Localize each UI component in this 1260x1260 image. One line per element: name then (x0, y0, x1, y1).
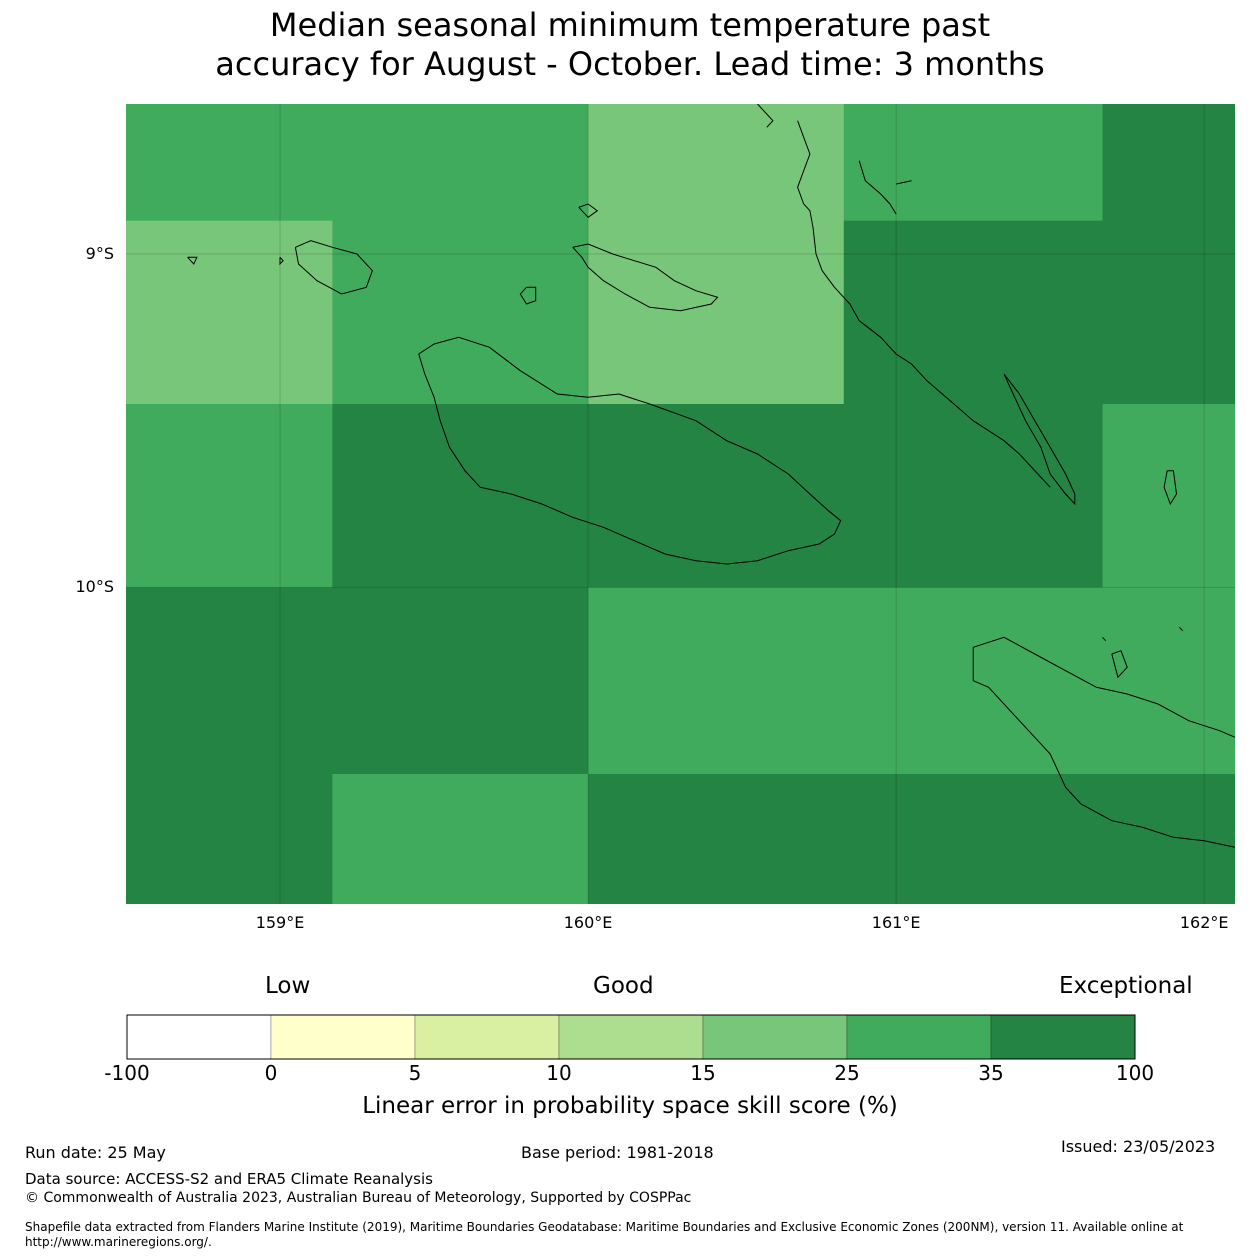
graticule (126, 104, 1235, 904)
latitude-label: 10°S (75, 577, 114, 597)
coastline (973, 680, 1235, 848)
coastline (1111, 650, 1128, 679)
skill-cell (588, 104, 845, 222)
coastline (578, 203, 599, 218)
skill-cell (843, 220, 1235, 405)
colorbar-bin (126, 1014, 272, 1060)
coastline (757, 104, 774, 128)
colorbar-bin (702, 1014, 848, 1060)
skill-cell (588, 587, 1235, 775)
longitude-label: 159°E (255, 913, 305, 932)
colorbar-bin (270, 1014, 416, 1060)
shapefile-credit: Shapefile data extracted from Flanders M… (25, 1220, 1225, 1250)
colorbar-tick-label: 0 (264, 1061, 278, 1085)
skill-cell (843, 104, 1104, 222)
colorbar-bin (414, 1014, 560, 1060)
skill-cell (126, 220, 333, 405)
colorbar-bin (846, 1014, 992, 1060)
skill-cell (588, 220, 845, 405)
skill-cell (126, 774, 333, 904)
copyright: © Commonwealth of Australia 2023, Austra… (25, 1190, 692, 1206)
map-title: Median seasonal minimum temperature past… (0, 6, 1260, 84)
skill-cell (588, 774, 1235, 904)
coastline (418, 336, 842, 565)
longitude-label: 160°E (563, 913, 613, 932)
legend-category-low: Low (265, 973, 311, 999)
colorbar-tick-label: 25 (834, 1061, 860, 1085)
skill-cell (126, 587, 589, 775)
colorbar-tick-label: -100 (104, 1061, 150, 1085)
coastline (858, 160, 897, 215)
skill-cell (126, 104, 589, 222)
skill-cell (332, 774, 589, 904)
title-line-1: Median seasonal minimum temperature past (269, 6, 991, 44)
coastline (572, 243, 719, 312)
coastline (973, 636, 1235, 738)
coastlines (187, 104, 1235, 848)
legend-category-good: Good (593, 973, 654, 999)
coastline (797, 120, 1051, 488)
colorbar-bin (990, 1014, 1136, 1060)
colorbar-tick-label: 100 (1115, 1061, 1155, 1085)
colorbar-bin (558, 1014, 704, 1060)
coastline (519, 286, 537, 305)
coastline (1003, 373, 1076, 506)
colorbar-title: Linear error in probability space skill … (362, 1093, 898, 1119)
title-line-2: accuracy for August - October. Lead time… (215, 45, 1045, 83)
shapefile-credit-line-2: http://www.marineregions.org/. (25, 1235, 212, 1249)
skill-cell (1102, 104, 1235, 222)
run-date: Run date: 25 May (25, 1143, 166, 1162)
coastline (1179, 626, 1183, 632)
coastline (294, 240, 373, 295)
issued-date: Issued: 23/05/2023 (1061, 1137, 1216, 1156)
skill-cell (126, 404, 333, 588)
longitude-label: 161°E (871, 913, 921, 932)
skill-cells (126, 104, 1235, 904)
coastline (1102, 636, 1106, 642)
colorbar-tick-label: 15 (690, 1061, 716, 1085)
coastline (187, 256, 198, 265)
colorbar-tick-label: 5 (408, 1061, 422, 1085)
skill-cell (332, 404, 1104, 588)
skill-map (126, 104, 1235, 904)
coastline (1163, 470, 1178, 506)
shapefile-credit-line-1: Shapefile data extracted from Flanders M… (25, 1220, 1184, 1234)
colorbar-frame (126, 1014, 1136, 1060)
colorbar-tick-label: 10 (546, 1061, 572, 1085)
skill-cell (332, 220, 589, 405)
data-source: Data source: ACCESS-S2 and ERA5 Climate … (25, 1170, 433, 1188)
skill-cell (1102, 404, 1235, 588)
longitude-label: 162°E (1179, 913, 1229, 932)
colorbar (126, 1014, 1136, 1060)
base-period: Base period: 1981-2018 (521, 1143, 714, 1162)
coastline (279, 256, 284, 266)
latitude-label: 9°S (85, 244, 114, 263)
coastline (895, 180, 912, 185)
colorbar-tick-label: 35 (978, 1061, 1004, 1085)
legend-category-exceptional: Exceptional (1059, 973, 1193, 999)
